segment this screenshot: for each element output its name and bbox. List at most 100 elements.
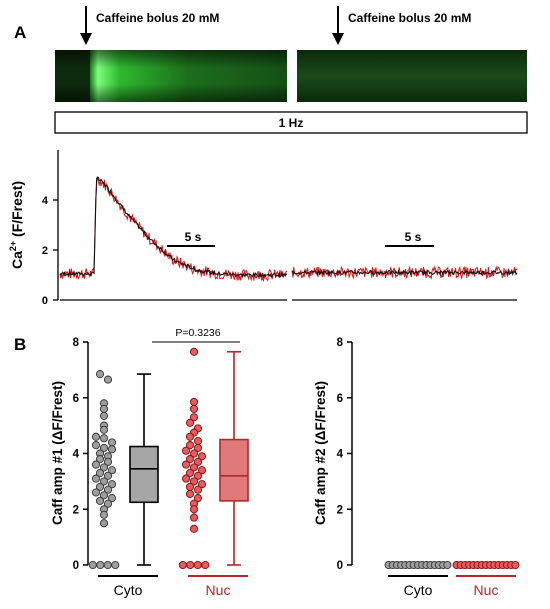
data-point-cyto	[91, 488, 101, 497]
data-point-nuc	[193, 436, 203, 446]
data-point-nuc	[189, 413, 199, 422]
data-point-nuc	[185, 418, 195, 427]
data-point-cyto	[95, 455, 105, 464]
box-cyto	[129, 445, 159, 504]
data-point-nuc	[189, 513, 199, 522]
p-value: P=0.3236	[175, 327, 220, 339]
pacing-label: 1 Hz	[279, 116, 304, 130]
amp1-axes: 0 2 4 6 8 Cyto Nuc	[73, 337, 248, 598]
data-point-cyto	[99, 463, 109, 472]
amp1-ylabel: Caff amp #1 (ΔF/Frest)	[50, 381, 65, 525]
data-point-cyto	[99, 477, 109, 486]
amp2-axes: 0 2 4 6 8 Cyto Nuc	[337, 337, 516, 598]
data-point-cyto	[99, 404, 109, 413]
data-point-cyto	[99, 510, 109, 519]
trace-axes: 0 2 4	[42, 150, 517, 307]
linescan-image-right	[297, 50, 527, 102]
data-point-cyto	[103, 375, 113, 384]
category-label: Cyto	[114, 582, 143, 598]
data-point-nuc	[193, 494, 203, 503]
data-point-nuc	[185, 489, 195, 498]
pacing-bar	[54, 111, 528, 134]
data-point-nuc	[189, 449, 199, 458]
y-tick-label: 8	[337, 337, 344, 349]
data-point-nuc	[185, 441, 195, 450]
data-point-nuc	[181, 460, 191, 469]
data-point-cyto	[99, 519, 109, 528]
y-tick-label: 2	[73, 504, 79, 516]
data-point-nuc	[189, 524, 199, 533]
caffeine-annotation-right: Caffeine bolus 20 mM	[348, 11, 471, 25]
amp2-ylabel: Caff amp #2 (ΔF/Frest)	[313, 381, 328, 525]
trace-y-tick-label: 4	[42, 195, 49, 207]
data-point-cyto	[99, 443, 109, 452]
y-tick-label: 6	[73, 393, 79, 405]
arrow-down-icon	[80, 6, 92, 45]
scale-bar-left-label: 5 s	[185, 230, 202, 244]
data-point-cyto	[107, 445, 117, 454]
data-point-cyto	[107, 494, 117, 503]
trace-ylabel: Ca2+ (F/Frest)	[8, 181, 25, 269]
data-point-cyto	[103, 457, 113, 466]
trace-series-cyto-0	[59, 176, 287, 279]
data-point-nuc	[511, 560, 520, 570]
data-point-nuc	[185, 432, 195, 441]
y-tick-label: 4	[73, 449, 80, 461]
y-tick-label: 0	[73, 560, 79, 572]
trace-series-cyto-1	[291, 268, 518, 277]
data-point-nuc	[197, 466, 207, 475]
data-point-cyto	[95, 468, 105, 478]
data-point-cyto	[95, 370, 105, 379]
box-nuc	[219, 438, 249, 502]
data-point-nuc	[189, 477, 199, 486]
data-point-nuc	[189, 505, 199, 514]
amp1-marks	[88, 347, 249, 570]
data-point-nuc	[201, 560, 210, 570]
data-point-cyto	[99, 491, 109, 500]
category-label: Nuc	[206, 582, 231, 598]
data-point-cyto	[103, 560, 112, 570]
data-point-nuc	[178, 560, 187, 570]
data-point-nuc	[186, 560, 195, 570]
data-point-nuc	[197, 480, 207, 489]
data-point-nuc	[189, 397, 199, 406]
data-point-nuc	[189, 347, 199, 356]
category-label: Cyto	[404, 582, 433, 598]
data-point-nuc	[193, 457, 203, 466]
data-point-nuc	[193, 443, 203, 452]
data-point-cyto	[103, 499, 113, 508]
data-point-nuc	[189, 463, 199, 472]
data-point-nuc	[193, 471, 203, 480]
data-point-cyto	[96, 560, 105, 570]
panel-b-label: B	[14, 335, 26, 354]
scale-bar-right-label: 5 s	[405, 230, 422, 244]
data-point-cyto	[88, 560, 97, 570]
data-point-nuc	[189, 404, 199, 413]
data-point-cyto	[107, 466, 117, 475]
data-point-cyto	[99, 411, 109, 420]
trace-y-tick-label: 2	[42, 245, 48, 257]
data-point-cyto	[99, 425, 109, 434]
data-point-cyto	[95, 496, 105, 505]
trace-y-tick-label: 0	[42, 295, 48, 307]
data-point-nuc	[185, 455, 195, 464]
data-point-cyto	[107, 438, 117, 447]
category-label: Nuc	[474, 582, 499, 598]
data-point-nuc	[193, 485, 203, 494]
y-tick-label: 8	[73, 337, 80, 349]
data-point-nuc	[181, 446, 191, 455]
data-point-cyto	[91, 432, 101, 441]
y-tick-label: 0	[337, 560, 343, 572]
data-point-nuc	[181, 474, 191, 483]
arrow-down-icon	[332, 6, 344, 45]
y-tick-label: 6	[337, 393, 343, 405]
data-point-cyto	[95, 482, 105, 491]
data-point-cyto	[103, 471, 113, 480]
data-point-cyto	[443, 560, 452, 570]
calcium-traces	[59, 176, 518, 283]
data-point-nuc	[185, 482, 195, 491]
amp2-marks	[384, 560, 520, 570]
caffeine-annotation-left: Caffeine bolus 20 mM	[96, 11, 219, 25]
